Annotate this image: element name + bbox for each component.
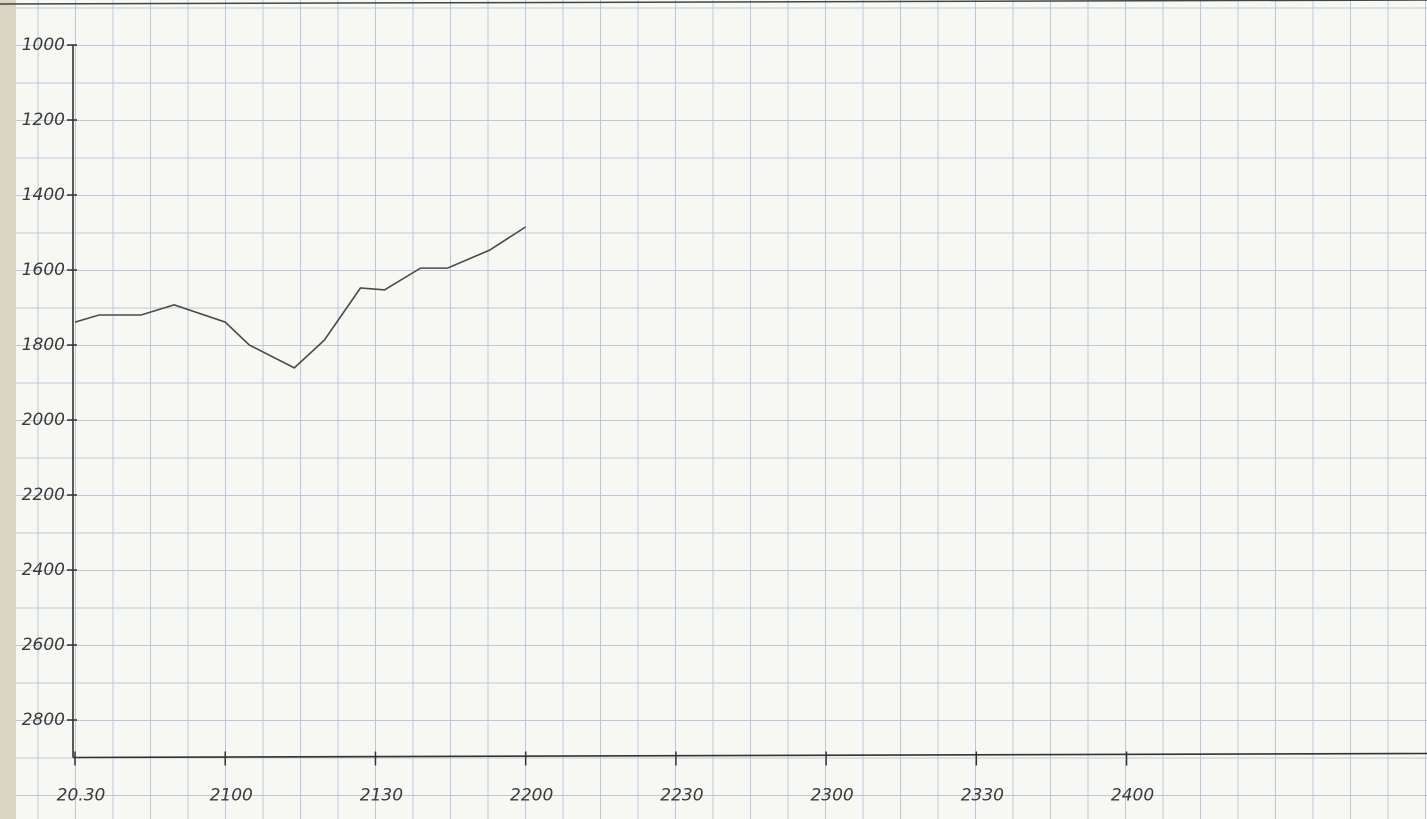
x-tick-label: 2330 [961, 786, 1004, 806]
x-tick-label: 2130 [360, 786, 403, 806]
y-tick-label: 2000 [22, 410, 65, 430]
y-tick-label: 1000 [22, 35, 65, 55]
x-tick-label: 2400 [1111, 786, 1154, 806]
y-tick-label: 1200 [22, 110, 65, 130]
y-tick-label: 1600 [22, 260, 65, 280]
y-tick-label: 1400 [22, 185, 65, 205]
notebook-edge [0, 0, 16, 819]
y-tick-label: 1800 [22, 335, 65, 355]
x-tick-label: 20.30 [57, 786, 106, 806]
page-top-line [0, 0, 1427, 5]
x-tick-label: 2100 [210, 786, 253, 806]
x-axis [72, 752, 1427, 759]
x-tick-label: 2300 [810, 786, 853, 806]
data-line [74, 226, 527, 369]
x-tick-label: 2200 [510, 786, 553, 806]
y-tick-label: 2400 [22, 560, 65, 580]
y-tick-label: 2200 [22, 485, 65, 505]
y-tick-label: 2600 [22, 635, 65, 655]
x-tick-label: 2230 [660, 786, 703, 806]
y-tick-label: 2800 [22, 710, 65, 730]
